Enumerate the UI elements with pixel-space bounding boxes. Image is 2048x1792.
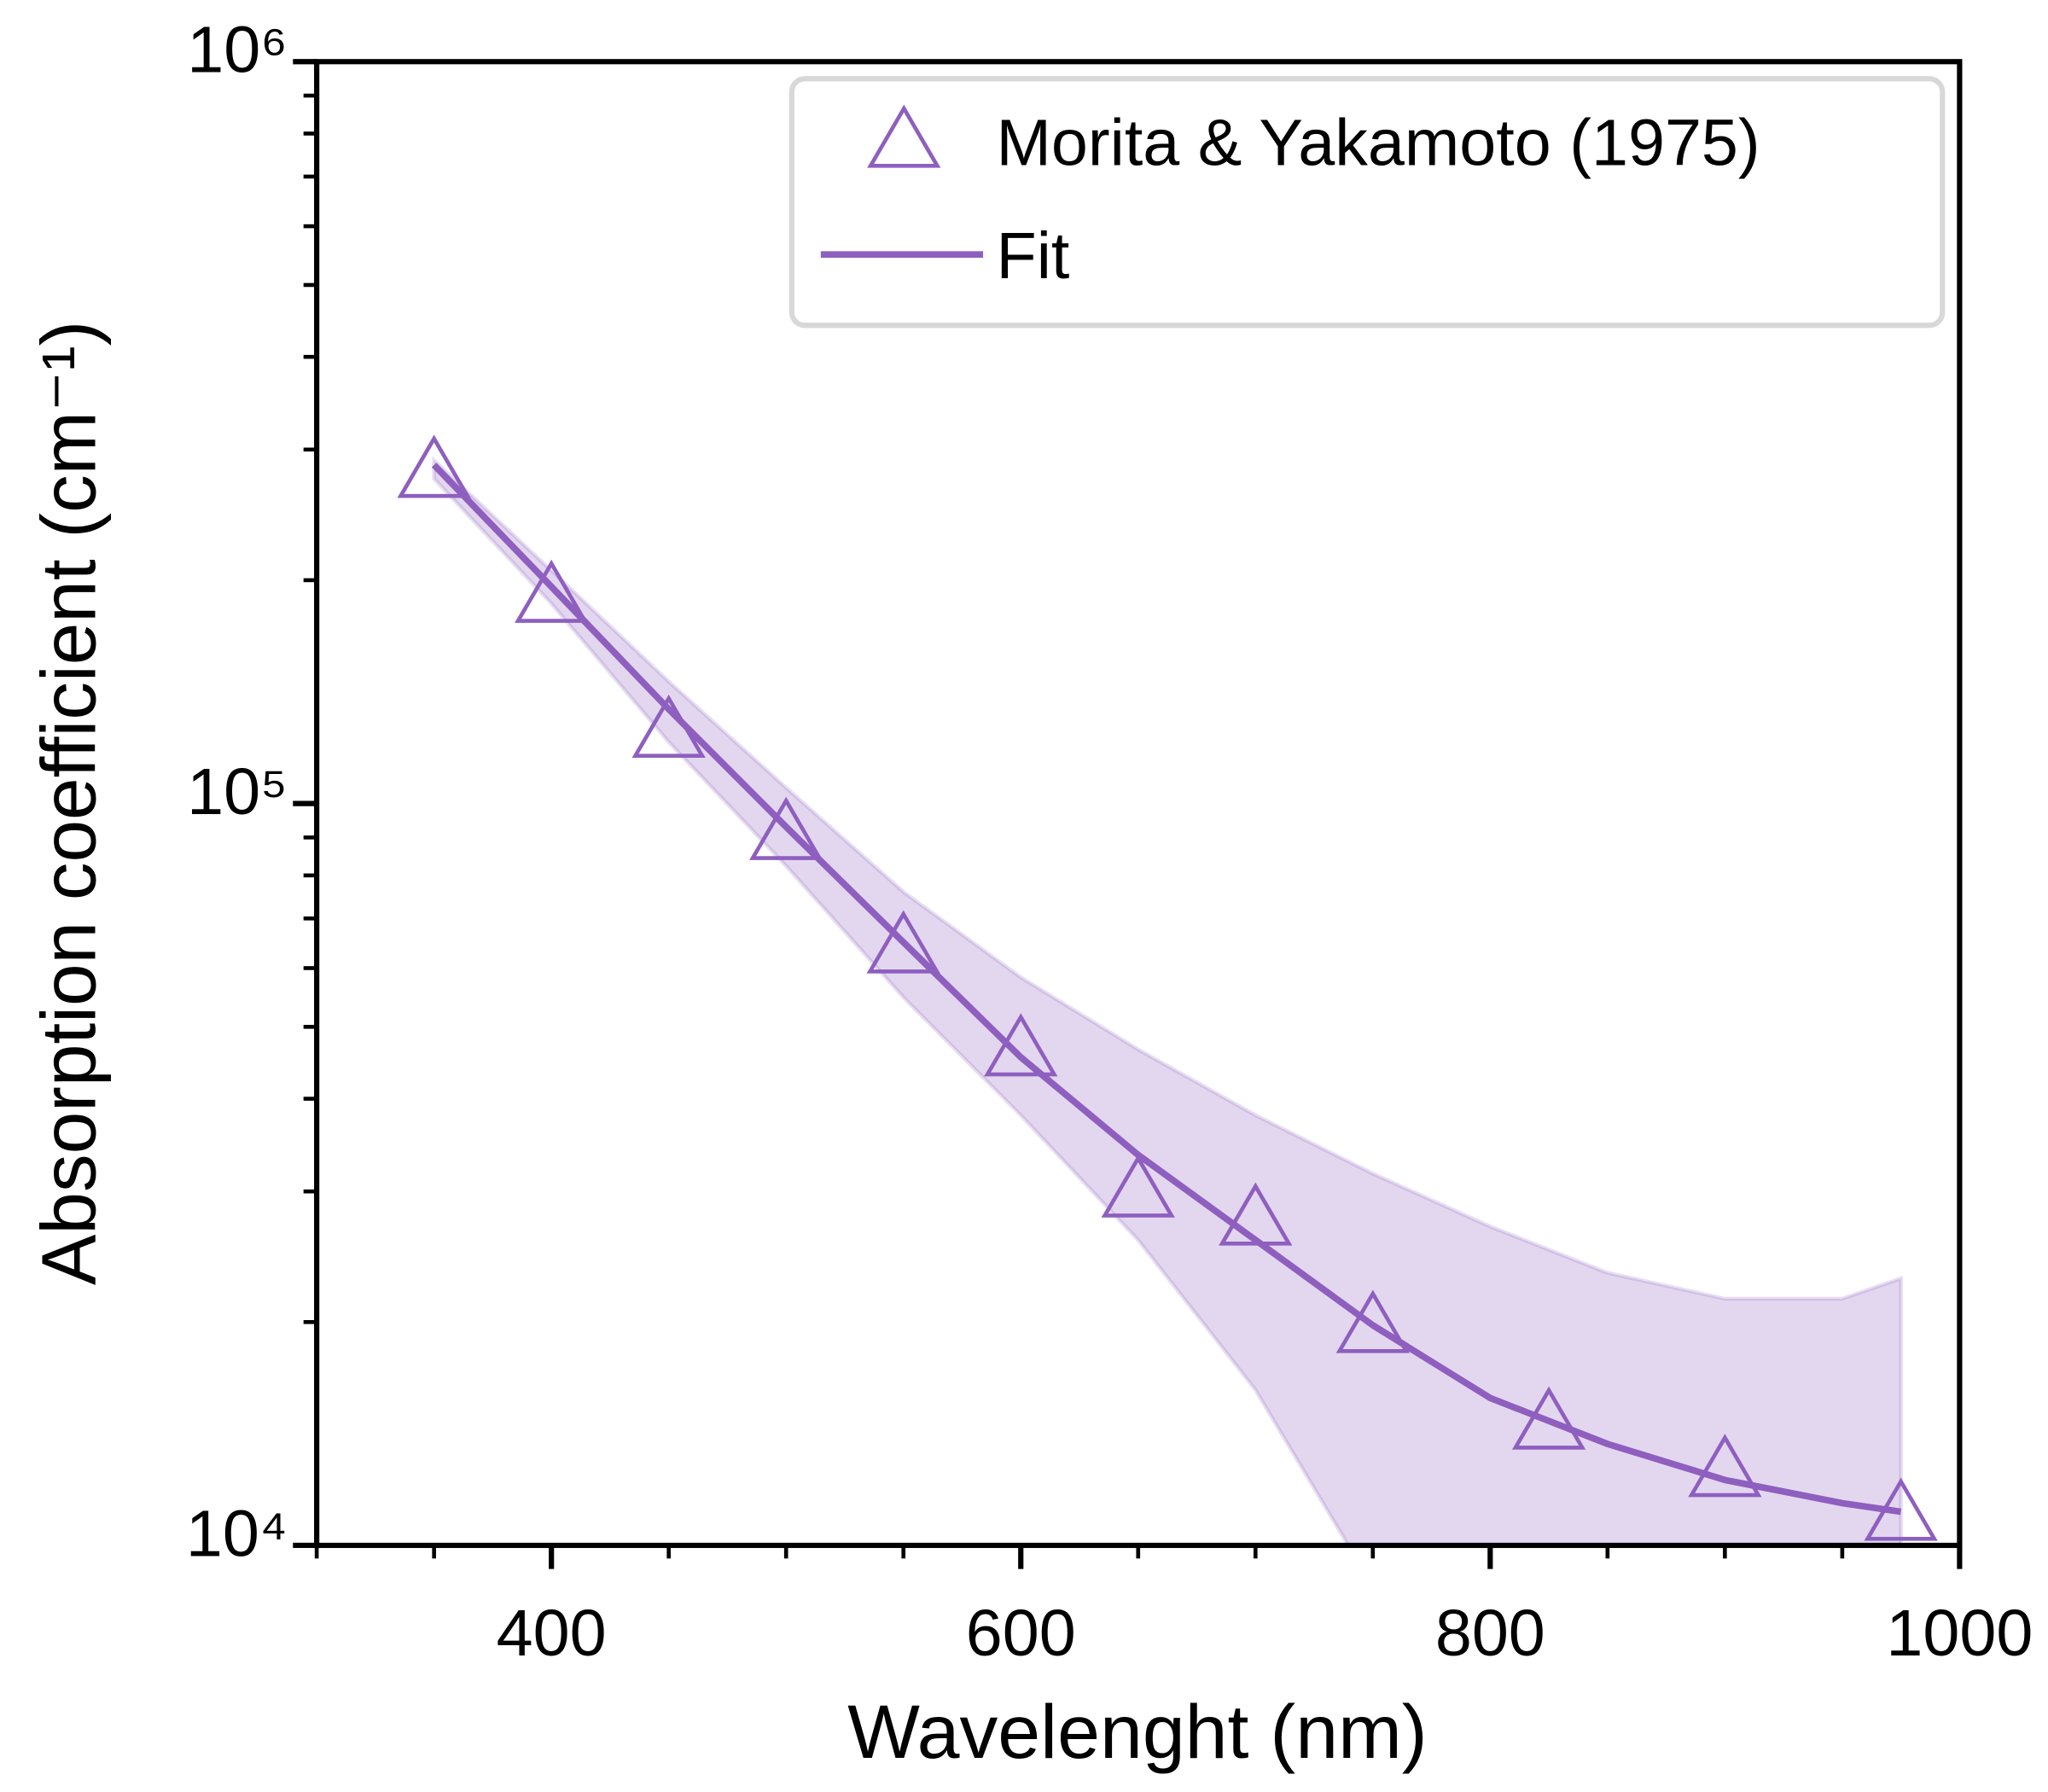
- data-point: [866, 910, 940, 974]
- data-point: [984, 1013, 1058, 1077]
- data-point: [1688, 1434, 1762, 1498]
- data-point: [1219, 1182, 1293, 1246]
- y-tick-label: 10⁴: [186, 1497, 288, 1570]
- data-point: [1101, 1154, 1175, 1218]
- legend-label: Fit: [997, 219, 1070, 293]
- data-point: [515, 559, 589, 623]
- legend-marker: [867, 104, 941, 168]
- data-point: [1511, 1386, 1586, 1450]
- legend-box: [788, 76, 1946, 329]
- data-point: [397, 434, 471, 498]
- y-tick-label: 10⁶: [187, 14, 288, 87]
- legend-label: Morita & Yakamoto (1975): [997, 107, 1760, 180]
- x-axis-label: Wavelenght (nm): [847, 1689, 1427, 1774]
- data-point: [1335, 1289, 1410, 1353]
- data-point: [749, 796, 823, 860]
- confidence-band: [432, 456, 1903, 1545]
- y-tick-label: 10⁵: [187, 755, 288, 829]
- x-tick-label: 600: [966, 1597, 1076, 1670]
- data-point: [631, 694, 706, 758]
- y-axis-label: Absorption coefficient (cm⁻¹): [26, 321, 111, 1285]
- x-tick-label: 1000: [1886, 1597, 2033, 1670]
- x-tick-label: 800: [1435, 1597, 1545, 1670]
- data-point: [1864, 1477, 1938, 1541]
- x-tick-label: 400: [497, 1597, 607, 1670]
